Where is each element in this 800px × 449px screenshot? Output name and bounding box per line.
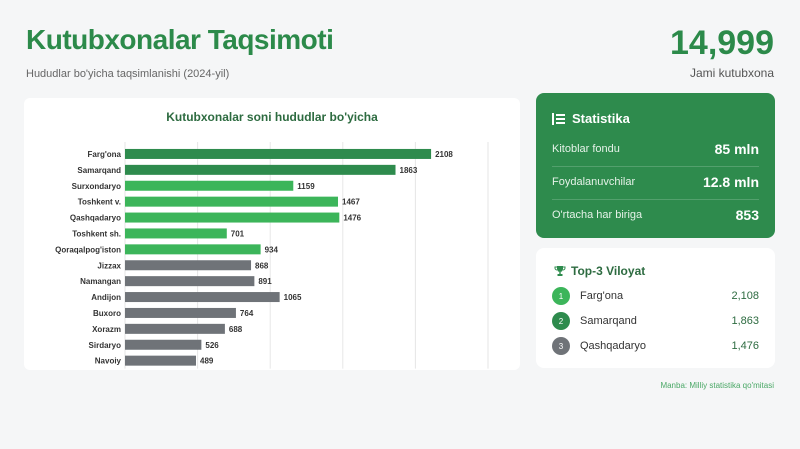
category-label: Samarqand — [77, 166, 121, 175]
stat-row: Kitoblar fondu 85 mln — [552, 141, 759, 157]
bar — [125, 292, 280, 303]
top3-card: Top-3 Viloyat 1 Farg'ona 2,108 2 Samarqa… — [536, 248, 775, 368]
bar — [125, 276, 255, 287]
bar-value-label: 526 — [205, 341, 219, 350]
bar-value-label: 1476 — [343, 214, 361, 223]
bar — [125, 180, 294, 191]
category-label: Qoraqalpog'iston — [55, 245, 121, 254]
stat-divider — [552, 199, 759, 200]
bar-value-label: 1467 — [342, 198, 360, 207]
category-label: Sirdaryo — [89, 341, 122, 350]
chart-title: Kutubxonalar soni hududlar bo'yicha — [166, 110, 378, 124]
category-label: Surxondaryo — [72, 182, 121, 191]
bar-value-label: 688 — [229, 325, 243, 334]
bar — [125, 260, 252, 271]
total-block: 14,999 Jami kutubxona — [670, 24, 774, 80]
category-label: Jizzax — [97, 261, 121, 270]
category-label: Farg'ona — [88, 150, 122, 159]
category-label: Toshkent v. — [78, 198, 121, 207]
top3-name: Samarqand — [580, 315, 637, 327]
rank-badge: 1 — [552, 287, 570, 305]
bar — [125, 244, 261, 255]
top3-value: 1,476 — [731, 340, 759, 352]
top3-name: Qashqadaryo — [580, 340, 647, 352]
top3-row: 2 Samarqand 1,863 — [552, 312, 759, 330]
bar-value-label: 2108 — [435, 150, 453, 159]
stat-row: O'rtacha har biriga 853 — [552, 207, 759, 223]
bar-value-label: 868 — [255, 261, 269, 270]
top3-value: 1,863 — [731, 315, 759, 327]
bar-value-label: 701 — [231, 229, 245, 238]
list-icon — [552, 112, 565, 125]
bar — [125, 323, 225, 334]
rank-badge: 2 — [552, 312, 570, 330]
trophy-icon — [554, 266, 566, 276]
chart-card: Kutubxonalar soni hududlar bo'yicha 0500… — [24, 98, 520, 370]
total-label: Jami kutubxona — [689, 66, 774, 80]
bar — [125, 164, 396, 175]
page-subtitle: Hududlar bo'yicha taqsimlanishi (2024-yi… — [26, 68, 230, 80]
bar-value-label: 489 — [200, 357, 214, 366]
stat-label: Kitoblar fondu — [552, 143, 620, 155]
category-label: Andijon — [91, 293, 121, 302]
category-label: Buxoro — [93, 309, 121, 318]
category-label: Xorazm — [92, 325, 121, 334]
top3-value: 2,108 — [731, 290, 759, 302]
top3-row: 3 Qashqadaryo 1,476 — [552, 337, 759, 355]
bar-chart: 05001,0001,5002,0002,500Farg'ona2108Sama… — [55, 142, 489, 369]
bar — [125, 148, 432, 159]
stat-value: 12.8 mln — [702, 174, 759, 190]
source-note: Manba: Milliy statistika qo'mitasi — [660, 381, 774, 390]
rank-badge: 3 — [552, 337, 570, 355]
top3-header: Top-3 Viloyat — [554, 264, 645, 278]
bar-value-label: 1159 — [297, 182, 315, 191]
bar — [125, 355, 197, 366]
category-label: Toshkent sh. — [72, 229, 121, 238]
stat-row: Foydalanuvchilar 12.8 mln — [552, 174, 759, 190]
bar-value-label: 934 — [265, 245, 279, 254]
top3-row: 1 Farg'ona 2,108 — [552, 287, 759, 305]
stats-card: Statistika Kitoblar fondu 85 mln Foydala… — [536, 93, 775, 238]
stats-title: Statistika — [572, 111, 630, 126]
bar-value-label: 1863 — [400, 166, 418, 175]
page-title: Kutubxonalar Taqsimoti — [26, 24, 334, 55]
top3-title: Top-3 Viloyat — [571, 264, 646, 278]
bar-value-label: 764 — [240, 309, 254, 318]
bar — [125, 228, 227, 239]
stats-header: Statistika — [552, 111, 630, 126]
total-value: 14,999 — [670, 24, 774, 62]
bar — [125, 307, 236, 318]
stat-label: Foydalanuvchilar — [552, 176, 636, 188]
stat-divider — [552, 166, 759, 167]
stat-value: 85 mln — [714, 141, 759, 157]
bar — [125, 212, 340, 223]
category-label: Namangan — [80, 277, 121, 286]
bar-value-label: 1065 — [284, 293, 302, 302]
bar-value-label: 891 — [258, 277, 272, 286]
stat-label: O'rtacha har biriga — [552, 209, 643, 221]
stat-value: 853 — [735, 207, 759, 223]
bar — [125, 196, 339, 207]
top3-name: Farg'ona — [580, 290, 624, 302]
category-label: Qashqadaryo — [70, 214, 121, 223]
bar — [125, 339, 202, 350]
category-label: Navoiy — [95, 357, 122, 366]
